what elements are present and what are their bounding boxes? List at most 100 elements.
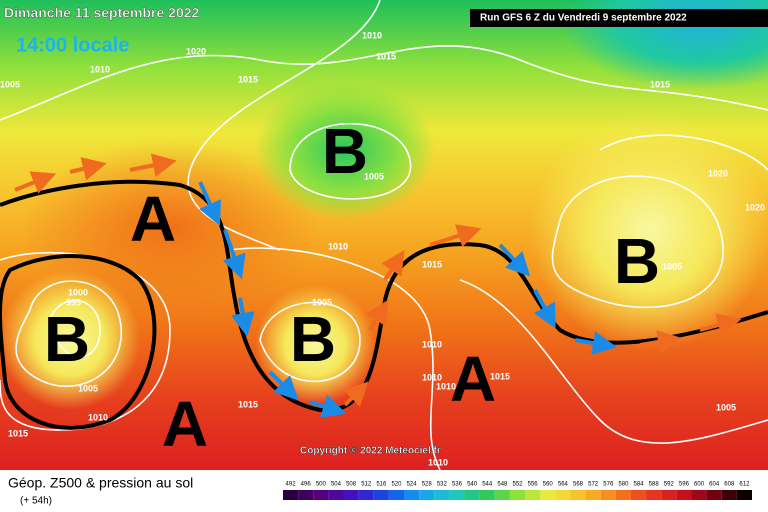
isobar-label: 1005 <box>662 261 682 271</box>
copyright: Copyright © 2022 Meteociel.fr <box>300 446 441 457</box>
isobar-labels: 1010 1015 1020 1010 1005 1015 1015 1005 1010 1015… <box>0 30 765 467</box>
scale-swatch <box>600 490 616 500</box>
scale-swatch <box>328 490 344 500</box>
scale-label: 572 <box>588 482 599 488</box>
isobar-label: 1010 <box>428 457 448 467</box>
scale-label: 512 <box>361 482 372 488</box>
scale-swatch <box>706 490 722 500</box>
scale-swatch <box>540 490 556 500</box>
scale-swatch <box>419 490 435 500</box>
isobar-label: 1010 <box>422 372 442 382</box>
scale-label: 608 <box>724 482 735 488</box>
scale-label: 492 <box>286 482 297 488</box>
scale-label: 556 <box>528 482 539 488</box>
legend: Géop. Z500 & pression au sol (+ 54h) 492… <box>8 475 752 507</box>
scale-label: 600 <box>694 482 705 488</box>
scale-label: 536 <box>452 482 463 488</box>
isobar-label: 1015 <box>650 79 670 89</box>
isobar-label: 1020 <box>186 46 206 56</box>
isobar-label: 1015 <box>422 259 442 269</box>
isobar-label: 1020 <box>745 202 765 212</box>
isobar-label: 1015 <box>238 399 258 409</box>
isobar-label: 1010 <box>422 339 442 349</box>
scale-label: 520 <box>391 482 402 488</box>
scale-label: 524 <box>407 482 418 488</box>
scale-swatch <box>661 490 677 500</box>
scale-swatch <box>615 490 631 500</box>
pressure-system: B <box>44 303 90 375</box>
isobar-label: 1005 <box>0 79 20 89</box>
scale-swatch <box>570 490 586 500</box>
isobar-label: 1005 <box>312 297 332 307</box>
scale-label: 508 <box>346 482 357 488</box>
scale-swatch <box>691 490 707 500</box>
run-box <box>470 9 768 27</box>
scale-swatch <box>434 490 450 500</box>
isobar-label: 1010 <box>90 64 110 74</box>
scale-label: 588 <box>649 482 660 488</box>
scale-swatch <box>494 490 510 500</box>
pressure-system: A <box>130 183 176 255</box>
scale-label: 540 <box>467 482 478 488</box>
isobar-label: 1010 <box>328 241 348 251</box>
scale-swatch <box>464 490 480 500</box>
scale-label: 604 <box>709 482 720 488</box>
scale-swatch <box>525 490 541 500</box>
isobar-label: 1015 <box>376 51 396 61</box>
scale-swatch <box>676 490 692 500</box>
scale-swatch <box>736 490 752 500</box>
scale-label: 504 <box>331 482 342 488</box>
isobar-label: 1015 <box>8 428 28 438</box>
flow-arrows <box>198 181 617 418</box>
pressure-system: B <box>322 115 368 187</box>
isobar-label: 1015 <box>490 371 510 381</box>
scale-label: 552 <box>512 482 523 488</box>
scale-swatch <box>343 490 359 500</box>
legend-lead: (+ 54h) <box>20 496 52 507</box>
scale-label: 560 <box>543 482 554 488</box>
scale-swatch <box>585 490 601 500</box>
map: 1010 1015 1020 1010 1005 1015 1015 1005 1010 1015… <box>0 0 768 471</box>
scale-label: 576 <box>603 482 614 488</box>
scale-swatch <box>373 490 389 500</box>
isobar-label: 1000 <box>68 287 88 297</box>
scale-swatch <box>646 490 662 500</box>
isobar-label: 1010 <box>436 381 456 391</box>
pressure-system: B <box>290 303 336 375</box>
scale-swatch <box>479 490 495 500</box>
field <box>255 285 375 405</box>
isobar-label: 1010 <box>362 30 382 40</box>
scale-label: 544 <box>482 482 493 488</box>
scale-label: 612 <box>739 482 750 488</box>
scale-label: 584 <box>634 482 645 488</box>
scale-swatch <box>509 490 526 500</box>
isobar-label: 995 <box>66 297 81 307</box>
field <box>530 110 768 350</box>
pressure-system: A <box>162 388 208 460</box>
time-label: 14:00 locale <box>16 34 129 56</box>
legend-title: Géop. Z500 & pression au sol <box>8 475 193 491</box>
scale-label: 580 <box>618 482 629 488</box>
isobar-label: 1020 <box>708 168 728 178</box>
scale-label: 496 <box>301 482 312 488</box>
scale-swatch <box>388 490 405 500</box>
run-label: Run GFS 6 Z du Vendredi 9 septembre 2022 <box>480 13 687 24</box>
isobar-label: 1005 <box>364 171 384 181</box>
scale-swatch <box>721 490 737 500</box>
scale-swatch <box>283 490 299 500</box>
isobar-label: 1005 <box>716 402 736 412</box>
scale-swatch <box>449 490 465 500</box>
color-scale: 492 496 500 504 508 512 516 520 524 528 532 536 540 5… <box>283 482 752 500</box>
pressure-system: A <box>450 343 496 415</box>
isobar-label: 1015 <box>238 74 258 84</box>
isobars <box>0 0 768 470</box>
scale-label: 564 <box>558 482 569 488</box>
date-label: Dimanche 11 septembre 2022 <box>4 5 200 21</box>
scale-swatch <box>555 490 571 500</box>
scale-label: 500 <box>316 482 327 488</box>
scale-label: 592 <box>664 482 675 488</box>
field <box>0 270 140 410</box>
